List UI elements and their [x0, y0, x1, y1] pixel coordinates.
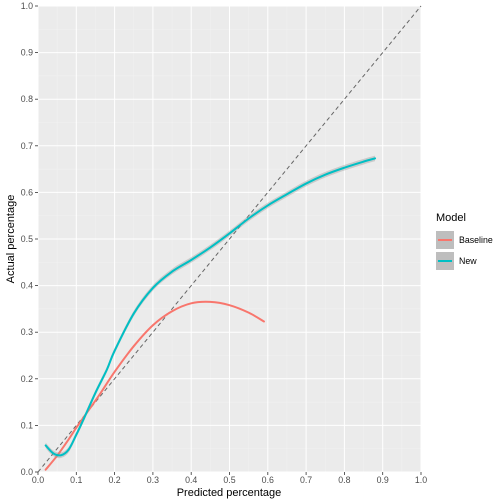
y-tick-label: 0.3: [21, 327, 33, 337]
y-tick-label: 0.2: [21, 374, 33, 384]
y-tick-label: 0.9: [21, 48, 33, 58]
x-tick-label: 0.2: [108, 475, 120, 485]
y-tick-label: 0.0: [21, 467, 33, 477]
series-new-line: [44, 157, 377, 457]
series-baseline-line: [44, 300, 265, 471]
legend-label-new: New: [459, 256, 477, 266]
legend-items: Baseline New: [436, 231, 493, 270]
x-tick-label: 0.6: [262, 475, 274, 485]
x-tick-label: 0.3: [147, 475, 159, 485]
reference-diagonal-line: [37, 5, 422, 473]
x-axis-title: Predicted percentage: [177, 487, 282, 499]
legend-label-baseline: Baseline: [459, 235, 493, 245]
grid-major: [37, 5, 422, 473]
y-axis-ticks: 0.0 0.1 0.2 0.3 0.4 0.5 0.6 0.7 0.8 0.9 1.0: [21, 1, 38, 477]
x-tick-label: 0.4: [185, 475, 197, 485]
legend: Model Baseline New: [436, 212, 493, 270]
x-axis-ticks: 0.0 0.1 0.2 0.3 0.4 0.5 0.6 0.7 0.8 0.9 1.0: [32, 472, 427, 485]
x-tick-label: 1.0: [415, 475, 427, 485]
y-tick-label: 0.5: [21, 234, 33, 244]
x-tick-label: 0.9: [377, 475, 389, 485]
series-layer: [44, 155, 377, 471]
x-tick-label: 0.8: [338, 475, 350, 485]
x-tick-label: 0.7: [300, 475, 312, 485]
x-tick-label: 0.0: [32, 475, 44, 485]
x-tick-label: 0.1: [70, 475, 82, 485]
y-axis-title: Actual percentage: [5, 195, 17, 284]
y-tick-label: 0.1: [21, 420, 33, 430]
y-tick-label: 0.4: [21, 281, 33, 291]
y-tick-label: 0.8: [21, 94, 33, 104]
y-tick-label: 0.6: [21, 187, 33, 197]
legend-title: Model: [436, 212, 466, 224]
x-tick-label: 0.5: [223, 475, 235, 485]
y-tick-label: 1.0: [21, 1, 33, 11]
y-tick-label: 0.7: [21, 141, 33, 151]
